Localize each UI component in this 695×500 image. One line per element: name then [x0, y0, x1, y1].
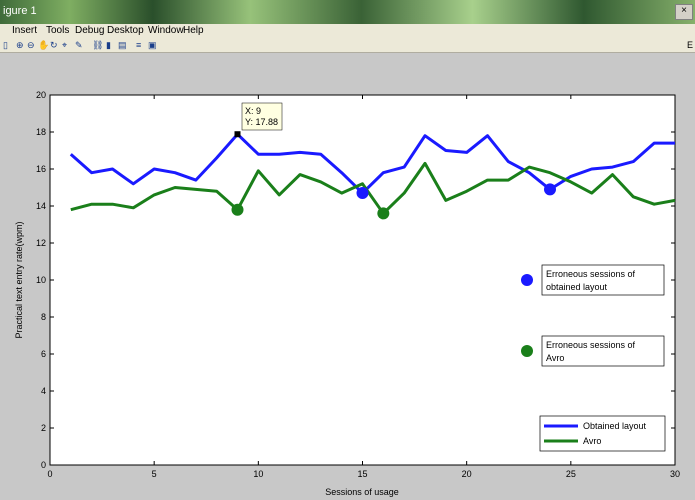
x-tick-label: 5	[152, 469, 157, 479]
datatip[interactable]: X: 9 Y: 17.88	[234, 102, 283, 138]
legend-icon[interactable]: ▤	[118, 40, 127, 50]
y-tick-label: 2	[41, 423, 46, 433]
y-tick-label: 4	[41, 386, 46, 396]
x-axis-label: Sessions of usage	[325, 487, 399, 497]
zoom-out-icon[interactable]: ⊖	[27, 40, 35, 50]
rotate-icon[interactable]: ↻	[50, 40, 58, 50]
link-icon[interactable]: ⛓	[92, 40, 104, 50]
legend-label-obtained: Obtained layout	[583, 421, 647, 431]
y-tick-label: 6	[41, 349, 46, 359]
menubar: Insert Tools Debug Desktop Window Help	[0, 24, 695, 38]
zoom-in-icon[interactable]: ⊕	[16, 40, 24, 50]
show-tools-icon[interactable]: ▣	[148, 40, 157, 50]
legend-marker-green	[521, 345, 533, 357]
x-tick-label: 30	[670, 469, 680, 479]
menu-desktop[interactable]: Desktop	[107, 25, 144, 36]
datatip-y: Y: 17.88	[245, 117, 278, 127]
pan-icon[interactable]: ✋	[38, 40, 50, 50]
series-line-avro	[70, 161, 676, 215]
y-tick-label: 10	[36, 275, 46, 285]
window-titlebar[interactable]: igure 1 ×	[0, 0, 695, 24]
hide-tools-icon[interactable]: ≡	[136, 40, 142, 50]
legend-marker-blue	[521, 274, 533, 286]
toolbar: ▯ ⊕ ⊖ ✋ ↻ ⌖ ✎ ⛓ ▮ ▤ ≡ ▣ E	[0, 38, 695, 53]
y-tick-label: 20	[36, 90, 46, 100]
datatip-box	[241, 102, 283, 131]
y-tick-label: 8	[41, 312, 46, 322]
y-tick-label: 12	[36, 238, 46, 248]
legend-box-erroneous-obtained: Erroneous sessions of obtained layout	[521, 264, 665, 296]
y-tick-label: 14	[36, 201, 46, 211]
colorbar-icon[interactable]: ▮	[106, 40, 111, 50]
toolbar-right-label: E	[686, 40, 693, 50]
y-tick-label: 0	[41, 460, 46, 470]
window-title: igure 1	[3, 5, 37, 17]
brush-icon[interactable]: ✎	[75, 40, 83, 50]
x-tick-label: 25	[566, 469, 576, 479]
series-line-obtained-layout	[69, 132, 675, 195]
legend-box-2-line2: Avro	[546, 353, 564, 363]
legend-box-erroneous-avro: Erroneous sessions of Avro	[521, 335, 665, 367]
data-cursor-icon[interactable]: ⌖	[62, 40, 68, 50]
error-point-obtained-layout[interactable]	[544, 183, 556, 196]
legend-box-1-line2: obtained layout	[546, 282, 608, 292]
error-point-avro[interactable]	[377, 207, 390, 220]
menu-window[interactable]: Window	[148, 25, 184, 36]
datatip-marker	[234, 131, 241, 138]
error-point-obtained-layout[interactable]	[356, 187, 369, 200]
x-tick-label: 20	[462, 469, 472, 479]
menu-tools[interactable]: Tools	[46, 25, 70, 36]
y-axis-label: Practical text entry rate(wpm)	[14, 221, 24, 338]
menu-help[interactable]: Help	[183, 25, 204, 36]
legend-box-2-line1: Erroneous sessions of	[546, 340, 636, 350]
menu-insert[interactable]: Insert	[12, 25, 38, 36]
legend-label-avro: Avro	[583, 436, 601, 446]
new-figure-icon[interactable]: ▯	[3, 40, 8, 50]
error-point-avro[interactable]	[231, 203, 244, 216]
menu-debug[interactable]: Debug	[75, 25, 105, 36]
datatip-x: X: 9	[245, 106, 261, 116]
x-tick-label: 15	[357, 469, 367, 479]
x-tick-label: 10	[253, 469, 263, 479]
y-tick-label: 18	[36, 127, 46, 137]
line-chart: Sessions of usage Practical text entry r…	[14, 90, 680, 497]
close-button[interactable]: ×	[675, 4, 693, 20]
x-tick-label: 0	[47, 469, 52, 479]
y-tick-label: 16	[36, 164, 46, 174]
legend-box-1-line1: Erroneous sessions of	[546, 269, 636, 279]
legend-main[interactable]: Obtained layout Avro	[539, 415, 666, 452]
